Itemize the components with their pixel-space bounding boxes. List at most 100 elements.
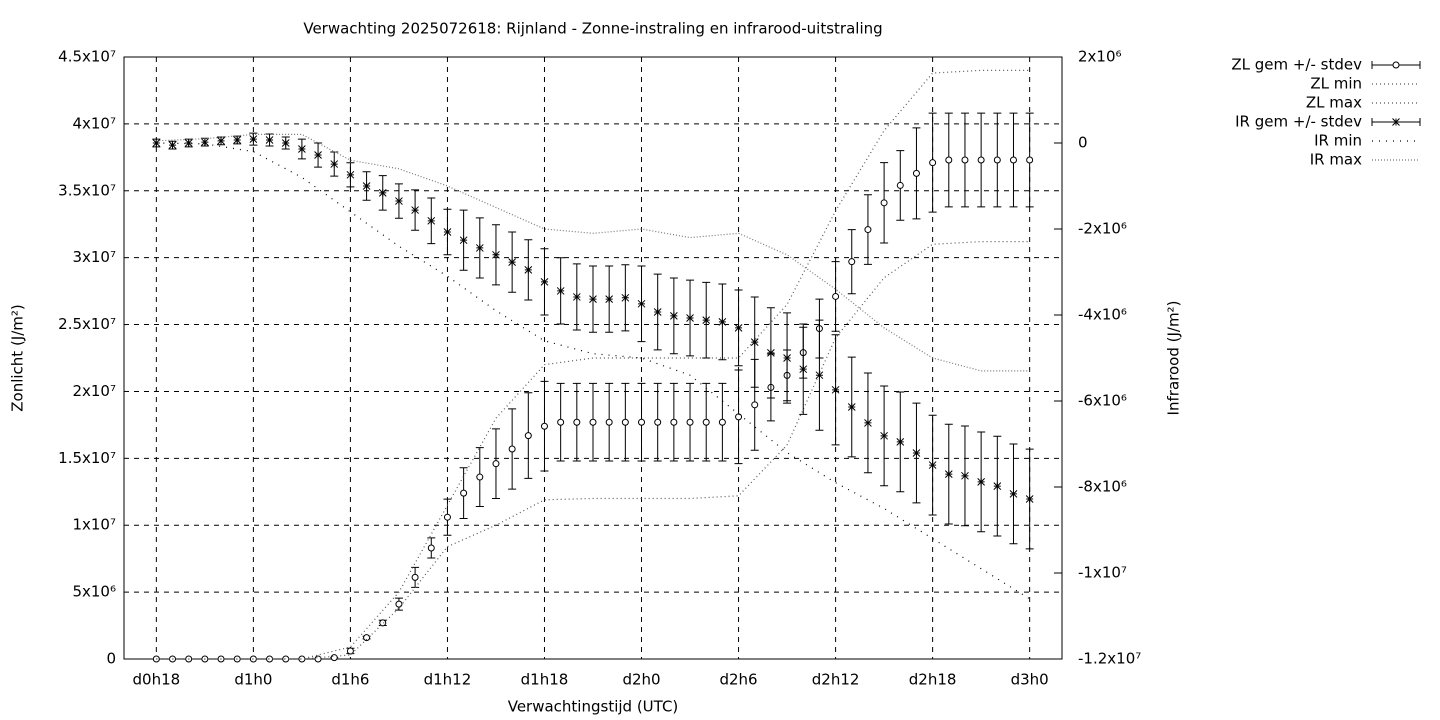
y2-tick-label: -1.2x10⁷	[1078, 650, 1141, 668]
legend-label: IR min	[1314, 132, 1362, 150]
marker	[524, 265, 533, 274]
marker	[363, 634, 371, 642]
marker	[1009, 156, 1017, 164]
marker	[201, 138, 209, 146]
marker	[298, 655, 306, 663]
marker	[233, 136, 242, 144]
series-line	[156, 241, 1030, 660]
marker	[735, 413, 743, 421]
marker	[1025, 495, 1034, 503]
marker	[945, 156, 953, 164]
marker	[1026, 156, 1034, 164]
y-tick-label: 5x10⁶	[72, 583, 116, 601]
marker	[702, 418, 710, 426]
marker	[686, 314, 694, 322]
series-line	[156, 69, 1030, 660]
marker	[298, 145, 306, 153]
marker	[638, 418, 646, 426]
series-line	[156, 142, 1030, 600]
marker	[589, 295, 597, 303]
marker	[589, 418, 597, 426]
marker	[281, 139, 290, 147]
marker	[395, 197, 403, 205]
marker	[249, 135, 258, 143]
marker	[734, 324, 743, 332]
y-tick-label: 1.5x10⁷	[58, 449, 116, 467]
y-axis-label: Zonlicht (J/m²)	[9, 304, 27, 412]
marker	[266, 655, 274, 663]
marker	[750, 338, 759, 346]
marker	[621, 418, 629, 426]
y-tick-label: 1x10⁷	[72, 516, 116, 534]
marker	[443, 513, 451, 521]
marker	[411, 206, 419, 214]
x-tick-label: d2h18	[909, 671, 957, 689]
marker	[702, 316, 711, 325]
legend-label: ZL min	[1310, 75, 1362, 93]
x-tick-label: d1h6	[331, 671, 369, 689]
marker	[459, 236, 468, 245]
marker	[508, 258, 516, 266]
marker	[346, 647, 354, 655]
marker	[977, 156, 985, 164]
y2-tick-label: 0	[1078, 134, 1088, 152]
series-line	[156, 133, 1030, 372]
y2-tick-label: -1x10⁷	[1078, 564, 1127, 582]
marker	[346, 170, 355, 179]
y2-tick-label: -4x10⁶	[1078, 306, 1127, 324]
marker	[476, 473, 484, 481]
y2-axis-label: Infrarood (J/m²)	[1165, 301, 1183, 416]
marker	[783, 354, 791, 362]
y-tick-label: 4x10⁷	[72, 114, 116, 132]
legend-label: ZL gem +/- stdev	[1231, 56, 1362, 74]
y2-tick-label: 2x10⁶	[1078, 48, 1122, 66]
chart-title: Verwachting 2025072618: Rijnland - Zonne…	[303, 20, 882, 38]
marker	[831, 385, 840, 394]
marker	[314, 151, 322, 159]
marker	[379, 619, 387, 627]
x-tick-label: d1h18	[521, 671, 569, 689]
marker	[880, 431, 888, 440]
marker	[637, 299, 646, 308]
marker	[556, 287, 565, 295]
marker	[961, 156, 969, 164]
marker	[217, 136, 225, 145]
y-tick-label: 0	[106, 650, 116, 668]
marker	[460, 489, 468, 497]
x-tick-label: d3h0	[1011, 671, 1049, 689]
marker	[670, 418, 678, 426]
x-tick-label: d2h0	[622, 671, 660, 689]
y-tick-label: 3x10⁷	[72, 248, 116, 266]
y2-tick-label: -6x10⁶	[1078, 392, 1127, 410]
marker	[686, 418, 694, 426]
legend-label: IR max	[1310, 151, 1362, 169]
marker	[718, 318, 727, 326]
marker	[929, 159, 937, 167]
legend-marker	[1392, 61, 1400, 69]
marker	[928, 461, 937, 469]
marker	[330, 160, 339, 168]
marker	[168, 141, 177, 150]
marker	[427, 544, 435, 552]
plot-frame	[123, 56, 1063, 660]
marker	[912, 449, 921, 457]
marker	[864, 419, 872, 427]
marker	[572, 293, 581, 301]
marker	[1009, 490, 1018, 498]
marker	[573, 418, 581, 426]
marker	[362, 182, 371, 190]
marker	[815, 371, 824, 380]
marker	[621, 293, 630, 302]
marker	[880, 199, 888, 207]
marker	[443, 228, 452, 236]
marker	[670, 312, 678, 320]
marker	[427, 216, 436, 225]
marker	[508, 445, 516, 453]
x-axis-label: Verwachtingstijd (UTC)	[508, 698, 679, 716]
y2-tick-label: -8x10⁶	[1078, 478, 1127, 496]
legend-marker	[1392, 118, 1400, 126]
marker	[944, 470, 953, 478]
x-tick-label: d2h12	[812, 671, 860, 689]
y-tick-label: 2.5x10⁷	[58, 315, 116, 333]
